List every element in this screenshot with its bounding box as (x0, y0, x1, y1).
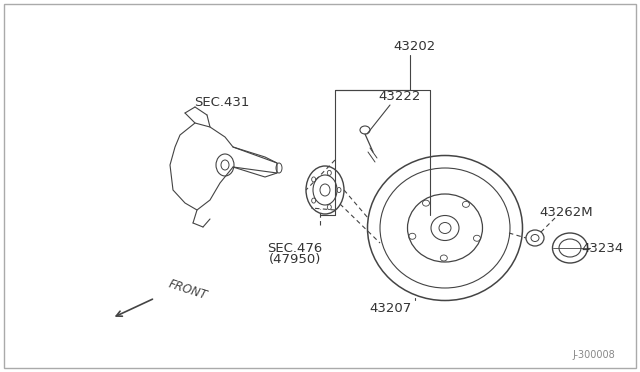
Text: SEC.476: SEC.476 (268, 241, 323, 254)
Text: SEC.431: SEC.431 (195, 96, 250, 109)
Text: J-300008: J-300008 (572, 350, 615, 360)
Text: 43262M: 43262M (539, 206, 593, 219)
Text: (47950): (47950) (269, 253, 321, 266)
Text: 43207: 43207 (369, 301, 411, 314)
Text: FRONT: FRONT (167, 278, 209, 302)
Text: 43202: 43202 (394, 41, 436, 54)
Text: 43234: 43234 (582, 241, 624, 254)
Text: 43222: 43222 (379, 90, 421, 103)
